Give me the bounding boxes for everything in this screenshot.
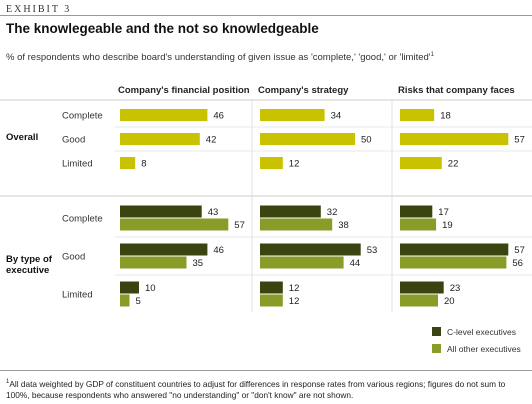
- bar-by-type-of-executive-complete-company-s-strategy-all-other-executives: [260, 218, 333, 231]
- data-label: 57: [514, 245, 525, 256]
- bar-by-type-of-executive-limited-risks-that-company-faces-c-level-executives: [400, 281, 444, 294]
- bar-by-type-of-executive-limited-company-s-financial-position-all-other-executives: [120, 294, 130, 307]
- group-label-by-type-of-executive: executive: [6, 265, 49, 276]
- row-label-by-type-of-executive-complete: Complete: [62, 214, 103, 225]
- data-label: 34: [331, 111, 342, 122]
- bar-overall-complete-company-s-strategy: [260, 109, 325, 121]
- data-label: 19: [442, 220, 453, 231]
- bar-by-type-of-executive-limited-company-s-strategy-c-level-executives: [260, 281, 283, 294]
- data-label: 56: [512, 258, 523, 269]
- data-label: 22: [448, 159, 459, 170]
- data-label: 53: [367, 245, 378, 256]
- data-label: 43: [208, 207, 219, 218]
- bar-by-type-of-executive-good-company-s-financial-position-all-other-executives: [120, 256, 187, 269]
- data-label: 38: [338, 220, 349, 231]
- bar-overall-good-company-s-strategy: [260, 133, 355, 145]
- data-label: 12: [289, 159, 300, 170]
- data-label: 57: [514, 135, 525, 146]
- bar-by-type-of-executive-complete-company-s-financial-position-all-other-executives: [120, 218, 229, 231]
- data-label: 12: [289, 296, 300, 307]
- data-label: 32: [327, 207, 338, 218]
- data-label: 10: [145, 283, 156, 294]
- row-label-overall-limited: Limited: [62, 159, 93, 170]
- bar-overall-limited-risks-that-company-faces: [400, 157, 442, 169]
- bar-overall-complete-risks-that-company-faces: [400, 109, 435, 121]
- bar-by-type-of-executive-complete-company-s-financial-position-c-level-executives: [120, 205, 202, 218]
- data-label: 18: [440, 111, 451, 122]
- exhibit-label: EXHIBIT 3: [6, 4, 72, 15]
- bar-by-type-of-executive-complete-company-s-strategy-c-level-executives: [260, 205, 321, 218]
- row-label-overall-good: Good: [62, 135, 85, 146]
- bar-overall-good-risks-that-company-faces: [400, 133, 509, 145]
- data-label: 57: [234, 220, 245, 231]
- subtitle-footnote-marker: 1: [430, 52, 434, 58]
- subtitle-text: % of respondents who describe board's un…: [6, 52, 431, 64]
- bar-overall-limited-company-s-financial-position: [120, 157, 136, 169]
- legend-swatch-c-level-executives: [432, 327, 441, 336]
- bar-by-type-of-executive-complete-risks-that-company-faces-c-level-executives: [400, 205, 433, 218]
- bar-by-type-of-executive-limited-risks-that-company-faces-all-other-executives: [400, 294, 438, 307]
- bar-overall-limited-company-s-strategy: [260, 157, 283, 169]
- chart-title: The knowlegeable and the not so knowledg…: [6, 21, 319, 36]
- row-label-by-type-of-executive-good: Good: [62, 252, 85, 263]
- panel-header-company-s-strategy: Company's strategy: [258, 85, 349, 96]
- panel-header-company-s-financial-position: Company's financial position: [118, 85, 250, 96]
- bar-by-type-of-executive-limited-company-s-financial-position-c-level-executives: [120, 281, 139, 294]
- bar-by-type-of-executive-good-company-s-strategy-c-level-executives: [260, 243, 361, 256]
- panel-header-risks-that-company-faces: Risks that company faces: [398, 85, 515, 96]
- bar-overall-good-company-s-financial-position: [120, 133, 200, 145]
- bar-by-type-of-executive-complete-risks-that-company-faces-all-other-executives: [400, 218, 437, 231]
- footnote-marker: 1: [6, 379, 10, 385]
- bar-by-type-of-executive-good-company-s-financial-position-c-level-executives: [120, 243, 208, 256]
- data-label: 17: [438, 207, 449, 218]
- legend-label-all-other-executives: All other executives: [447, 344, 521, 354]
- data-label: 44: [350, 258, 361, 269]
- legend-label-c-level-executives: C-level executives: [447, 327, 516, 337]
- data-label: 42: [206, 135, 217, 146]
- group-label-by-type-of-executive: By type of: [6, 254, 53, 265]
- data-label: 46: [213, 245, 224, 256]
- footnote-text: All data weighted by GDP of constituent …: [6, 378, 506, 400]
- data-label: 5: [136, 296, 141, 307]
- bar-by-type-of-executive-good-risks-that-company-faces-all-other-executives: [400, 256, 507, 269]
- data-label: 50: [361, 135, 372, 146]
- data-label: 46: [213, 111, 224, 122]
- data-label: 12: [289, 283, 300, 294]
- chart-subtitle: % of respondents who describe board's un…: [6, 52, 434, 63]
- bar-by-type-of-executive-good-risks-that-company-faces-c-level-executives: [400, 243, 509, 256]
- data-label: 23: [450, 283, 461, 294]
- data-label: 20: [444, 296, 455, 307]
- data-label: 8: [141, 159, 146, 170]
- legend-swatch-all-other-executives: [432, 344, 441, 353]
- bar-chart: Company's financial position Company's st…: [0, 85, 532, 354]
- top-rule: [0, 15, 532, 16]
- row-label-by-type-of-executive-limited: Limited: [62, 290, 93, 301]
- bottom-rule: [0, 370, 532, 371]
- group-label-overall: Overall: [6, 132, 38, 143]
- bar-overall-complete-company-s-financial-position: [120, 109, 208, 121]
- bar-by-type-of-executive-good-company-s-strategy-all-other-executives: [260, 256, 344, 269]
- bar-by-type-of-executive-limited-company-s-strategy-all-other-executives: [260, 294, 283, 307]
- data-label: 35: [193, 258, 204, 269]
- row-label-overall-complete: Complete: [62, 111, 103, 122]
- footnote: 1All data weighted by GDP of constituent…: [6, 377, 526, 401]
